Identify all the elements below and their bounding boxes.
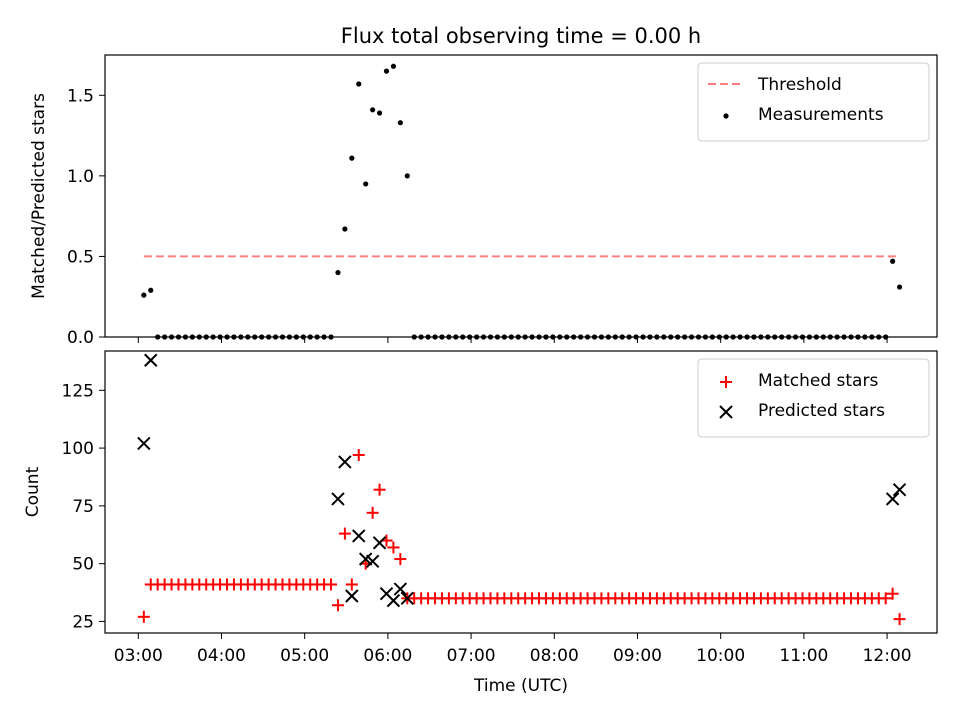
predicted-star-marker [338, 455, 352, 469]
matched-star-marker [338, 527, 351, 540]
x-tick-label: 05:00 [280, 646, 329, 666]
legend-matched-swatch [720, 376, 732, 388]
x-tick-label: 11:00 [779, 646, 828, 666]
y-tick-label: 1.0 [67, 167, 94, 187]
measurement-point [896, 284, 903, 290]
legend-label: Matched stars [758, 371, 878, 391]
x-axis-label: Time (UTC) [473, 676, 568, 696]
y-tick-label: 100 [62, 439, 94, 459]
legend-box [697, 62, 930, 142]
measurement-point [397, 120, 403, 126]
predicted-star-marker [885, 492, 900, 506]
plot-frame [104, 54, 938, 338]
matched-star-marker [137, 610, 150, 623]
measurement-point [148, 287, 154, 293]
y-axis-label: Count [23, 466, 43, 517]
measurement-point [376, 110, 383, 116]
legend-label: Threshold [757, 75, 842, 95]
y-tick-label: 1.5 [67, 86, 94, 106]
matched-star-marker [893, 613, 906, 626]
predicted-star-marker [393, 582, 408, 596]
matched-star-marker [373, 483, 386, 496]
predicted-star-marker [372, 536, 387, 550]
y-tick-label: 50 [72, 555, 94, 575]
legend-label: Measurements [758, 105, 884, 125]
y-tick-label: 0.5 [67, 247, 94, 267]
y-axis-label: Matched/Predicted stars [29, 93, 49, 299]
x-tick-label: 09:00 [613, 646, 662, 666]
x-tick-label: 07:00 [447, 646, 496, 666]
x-tick-label: 08:00 [530, 646, 579, 666]
measurement-point [370, 107, 376, 113]
y-tick-label: 125 [62, 381, 94, 401]
measurement-point [390, 63, 397, 69]
x-tick-label: 10:00 [696, 646, 745, 666]
measurement-point [335, 269, 341, 276]
matched-star-marker [394, 553, 407, 566]
x-tick-label: 03:00 [114, 646, 163, 666]
matched-star-marker [387, 541, 400, 554]
y-tick-label: 25 [72, 612, 94, 632]
x-tick-label: 04:00 [197, 646, 246, 666]
legend: Matched stars Predicted stars [697, 358, 930, 438]
measurement-point [404, 173, 410, 179]
x-tick-label: 06:00 [363, 646, 412, 666]
x-tick-label: 12:00 [863, 646, 912, 666]
predicted-star-marker [400, 591, 415, 606]
flux-ratio-panel: 0.0 0.5 1.0 1.5 Matched/Predicted stars Thres… [29, 54, 938, 348]
predicted-star-marker [352, 529, 366, 543]
legend-measurement-swatch [723, 113, 729, 119]
measurement-point [890, 258, 896, 264]
measurement-point [349, 155, 355, 161]
measurement-point [383, 68, 390, 74]
predicted-star-marker [892, 482, 907, 497]
measurement-point [342, 226, 348, 232]
measurement-point [363, 181, 369, 187]
measurement-point [356, 81, 362, 87]
matched-star-marker [886, 587, 899, 600]
star-count-panel: 25 50 75 100 125 03:00 04:00 05:00 06:00 07:00 08:… [23, 350, 938, 666]
predicted-star-marker [331, 492, 345, 506]
plot-frame [104, 350, 938, 634]
matched-star-marker [879, 592, 892, 605]
matched-star-marker [345, 578, 358, 591]
chart-title: Flux total observing time = 0.00 h [341, 24, 701, 48]
y-tick-label: 0.0 [67, 328, 94, 348]
predicted-star-marker [365, 554, 380, 569]
predicted-star-marker [137, 436, 151, 451]
legend-label: Predicted stars [758, 401, 885, 421]
legend-box [697, 358, 930, 438]
matched-star-marker [352, 449, 365, 462]
matched-star-marker [366, 506, 379, 519]
predicted-star-marker [386, 593, 401, 608]
matched-star-marker [331, 599, 344, 612]
predicted-star-marker [345, 589, 359, 603]
y-tick-label: 75 [72, 497, 94, 517]
legend: Threshold Measurements [697, 62, 930, 142]
matched-star-marker [325, 578, 338, 591]
measurement-point [141, 292, 147, 298]
predicted-star-marker [144, 353, 158, 367]
legend-predicted-swatch [719, 405, 733, 419]
